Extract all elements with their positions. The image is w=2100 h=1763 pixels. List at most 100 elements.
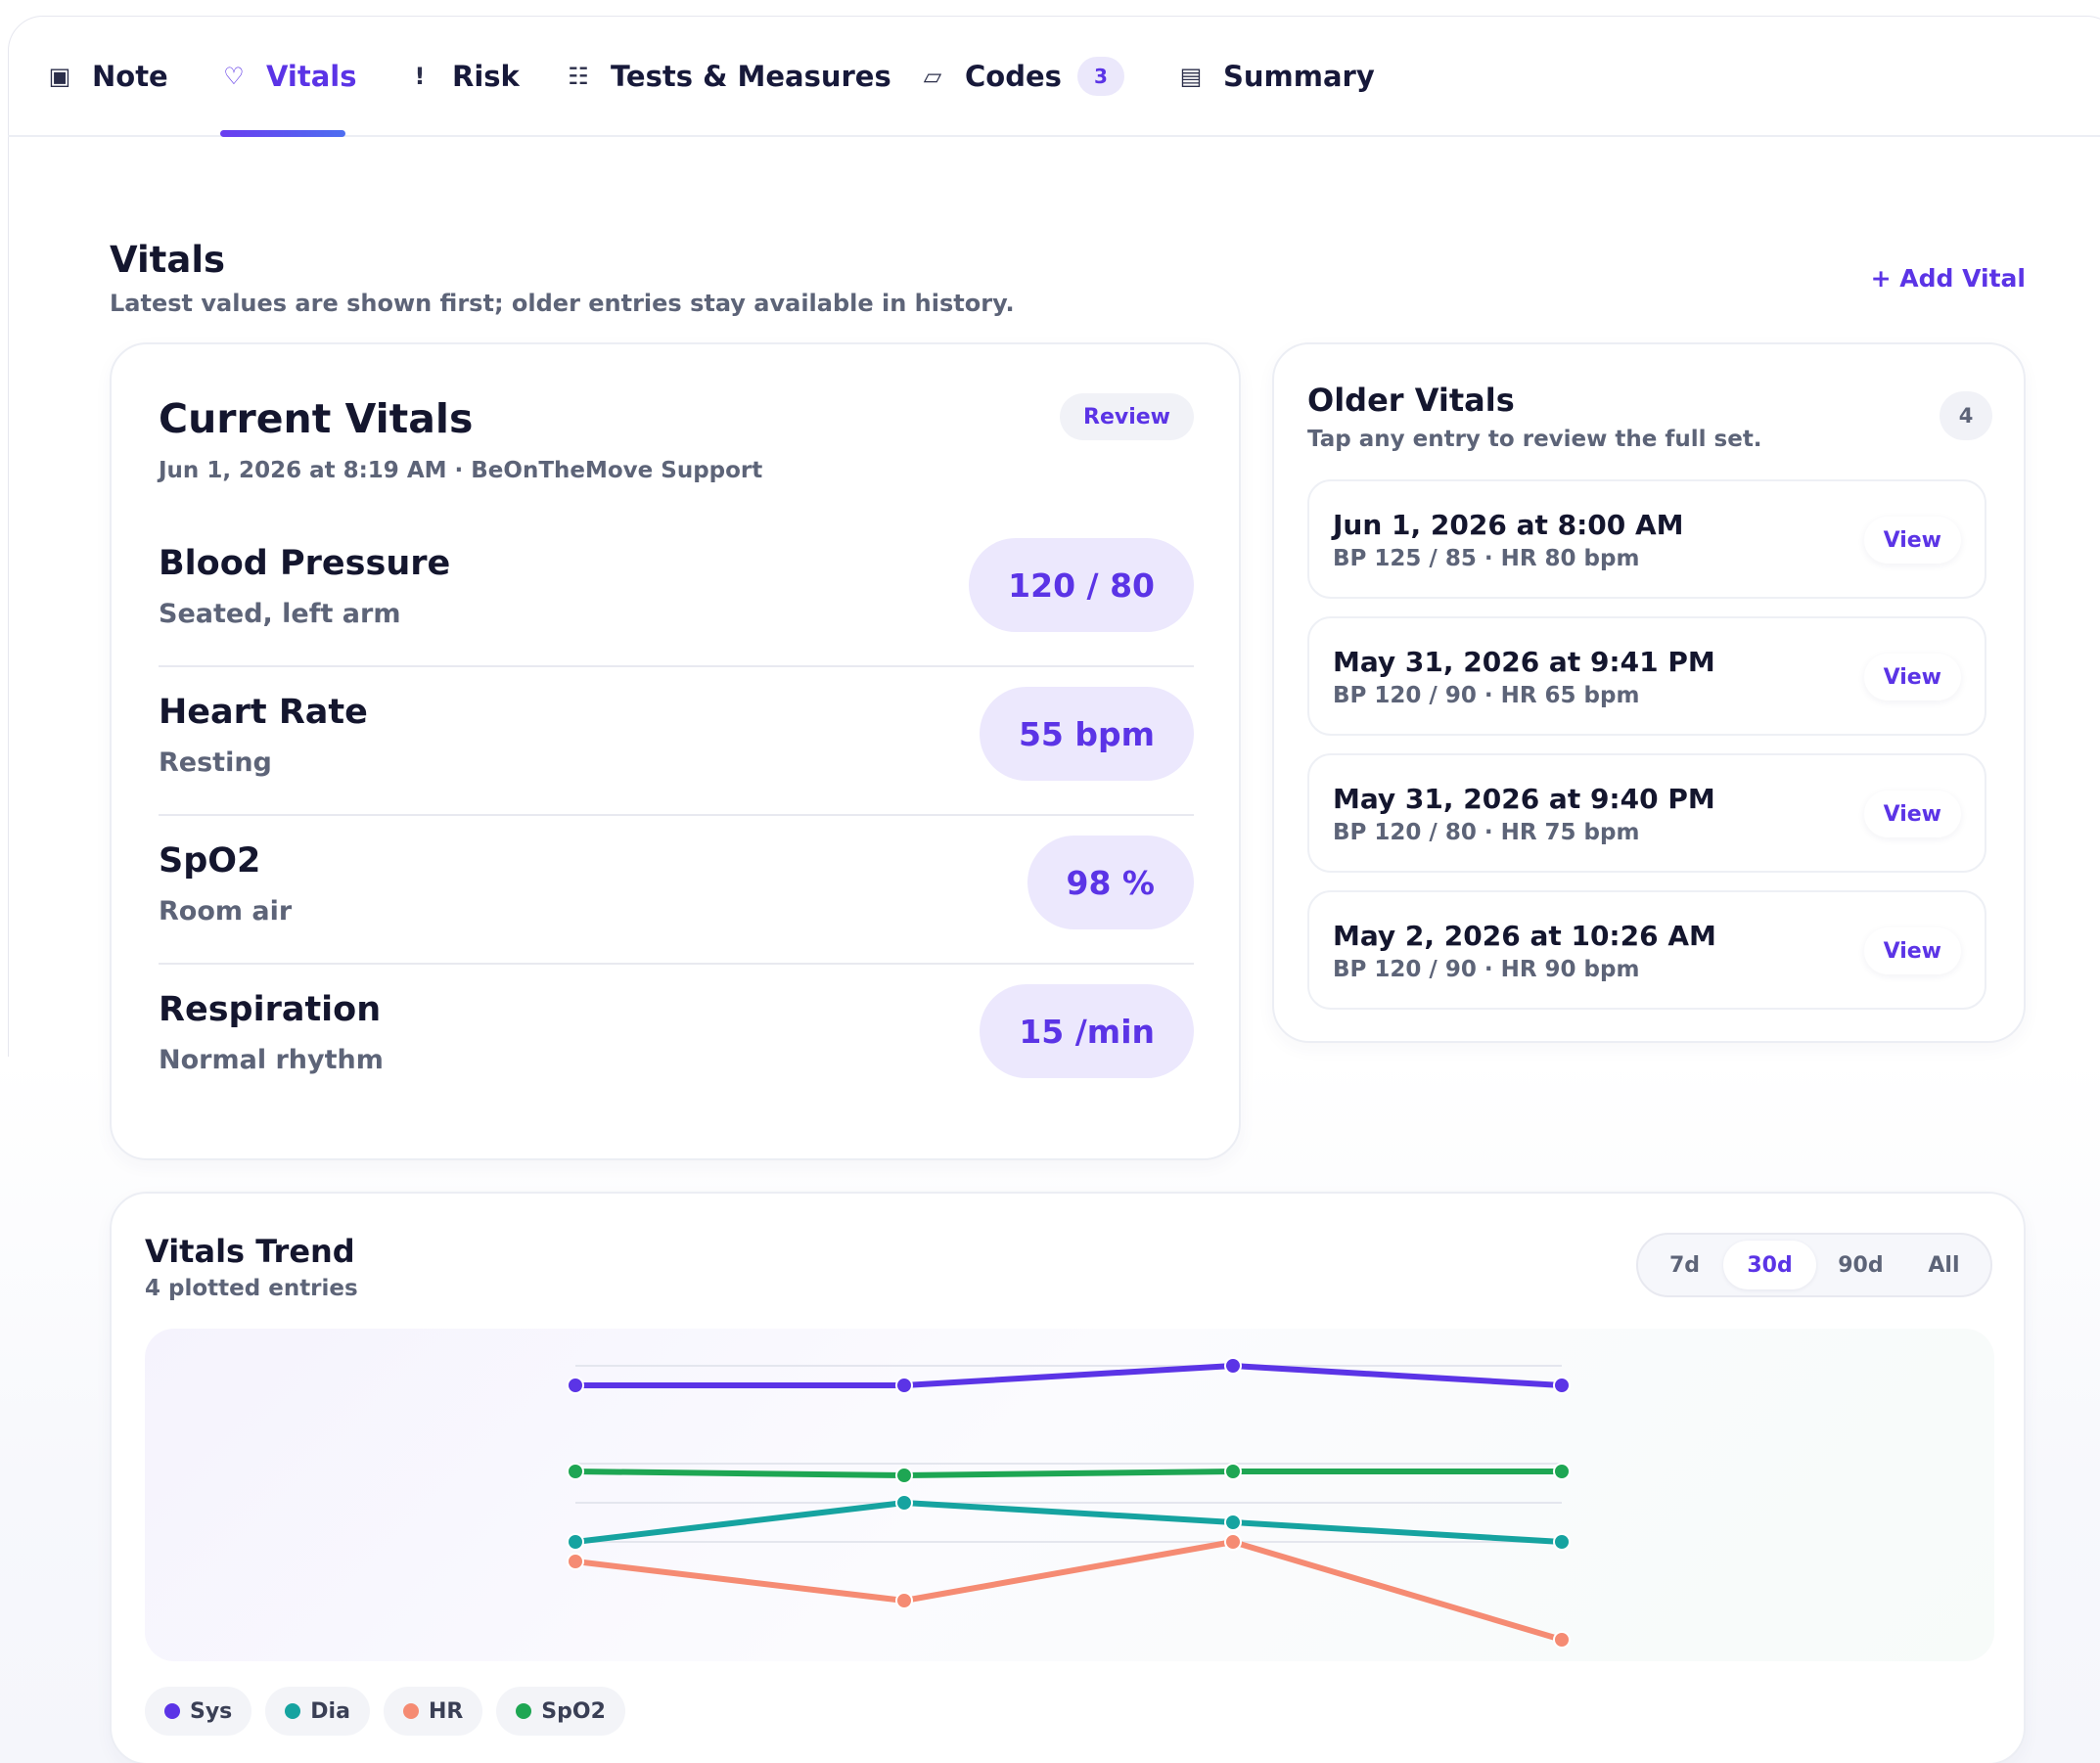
vital-note: Normal rhythm	[159, 1045, 384, 1075]
view-entry-button[interactable]: View	[1863, 791, 1961, 837]
vital-note: Resting	[159, 747, 272, 778]
series-line-dia	[572, 1500, 1565, 1545]
range-option-all[interactable]: All	[1928, 1252, 1960, 1278]
tab-label: Vitals	[266, 60, 357, 93]
vital-value-pill: 55 bpm	[979, 687, 1194, 781]
row-divider	[159, 963, 1194, 965]
older-vital-entry[interactable]: May 31, 2026 at 9:41 PM BP 120 / 90 · HR…	[1307, 616, 1986, 736]
row-divider	[159, 665, 1194, 667]
vital-label: Respiration	[159, 990, 382, 1029]
document-icon: ▤	[1179, 63, 1203, 90]
entry-datetime: May 31, 2026 at 9:41 PM	[1333, 646, 1715, 678]
entry-datetime: May 2, 2026 at 10:26 AM	[1333, 920, 1716, 952]
vital-row-blood-pressure: Blood Pressure Seated, left arm 120 / 80	[159, 519, 1194, 667]
tab-note[interactable]: ▣ Note	[47, 16, 168, 137]
tab-label: Risk	[452, 60, 520, 93]
view-entry-button[interactable]: View	[1863, 654, 1961, 701]
entry-summary: BP 120 / 90 · HR 65 bpm	[1333, 683, 1640, 708]
active-tab-indicator	[220, 130, 345, 137]
entry-datetime: May 31, 2026 at 9:40 PM	[1333, 783, 1715, 815]
data-point-dia[interactable]	[1224, 1514, 1242, 1531]
legend-item-sys[interactable]: Sys	[145, 1687, 252, 1736]
series-line-spo2	[572, 1469, 1565, 1478]
tab-label: Codes	[965, 60, 1062, 93]
current-vitals-card: Current Vitals Jun 1, 2026 at 8:19 AM · …	[110, 342, 1241, 1160]
trend-title: Vitals Trend	[145, 1233, 355, 1270]
legend-label: HR	[428, 1698, 464, 1724]
series-line-hr	[572, 1539, 1565, 1643]
legend-dot	[164, 1703, 180, 1719]
heart-icon: ♡	[223, 63, 245, 90]
data-point-hr[interactable]	[895, 1592, 913, 1609]
add-vital-button[interactable]: + Add Vital	[1870, 264, 2026, 293]
page-subtitle: Latest values are shown first; older ent…	[110, 290, 1015, 317]
older-vital-entry[interactable]: May 31, 2026 at 9:40 PM BP 120 / 80 · HR…	[1307, 753, 1986, 873]
tab-risk[interactable]: ! Risk	[407, 16, 520, 137]
vital-row-respiration: Respiration Normal rhythm 15 /min	[159, 965, 1194, 1113]
entry-summary: BP 120 / 90 · HR 90 bpm	[1333, 957, 1640, 982]
trend-plot-area	[145, 1329, 1994, 1661]
tab-vitals[interactable]: ♡ Vitals	[221, 16, 357, 137]
vital-label: Heart Rate	[159, 693, 368, 732]
legend-dot	[402, 1703, 419, 1719]
vital-value-pill: 98 %	[1027, 836, 1194, 929]
tab-label: Tests & Measures	[611, 60, 891, 93]
vital-value-pill: 120 / 80	[969, 538, 1194, 632]
view-entry-button[interactable]: View	[1863, 517, 1961, 564]
older-vitals-card: Older Vitals Tap any entry to review the…	[1272, 342, 2026, 1043]
view-entry-button[interactable]: View	[1863, 927, 1961, 974]
tag-icon: ▱	[923, 63, 942, 90]
entry-datetime: Jun 1, 2026 at 8:00 AM	[1333, 509, 1684, 541]
data-point-dia[interactable]	[895, 1494, 913, 1512]
vital-row-heart-rate: Heart Rate Resting 55 bpm	[159, 667, 1194, 816]
data-point-hr[interactable]	[1553, 1631, 1571, 1649]
range-selector: 7d 30d 90d All	[1636, 1233, 1992, 1297]
square-icon: ▣	[48, 63, 71, 90]
legend-dot	[516, 1703, 532, 1719]
legend-item-hr[interactable]: HR	[383, 1687, 483, 1736]
older-vital-entry[interactable]: May 2, 2026 at 10:26 AM BP 120 / 90 · HR…	[1307, 890, 1986, 1010]
data-point-spo2[interactable]	[1224, 1463, 1242, 1480]
tab-label: Note	[92, 60, 168, 93]
tab-summary[interactable]: ▤ Summary	[1178, 16, 1375, 137]
legend-item-dia[interactable]: Dia	[265, 1687, 370, 1736]
current-vitals-meta: Jun 1, 2026 at 8:19 AM · BeOnTheMove Sup…	[159, 458, 763, 483]
trend-chart	[567, 1357, 1571, 1649]
legend-item-spo2[interactable]: SpO2	[496, 1687, 625, 1736]
data-point-sys[interactable]	[1224, 1357, 1242, 1375]
legend-label: SpO2	[541, 1698, 606, 1724]
data-point-spo2[interactable]	[895, 1467, 913, 1484]
older-vital-entry[interactable]: Jun 1, 2026 at 8:00 AM BP 125 / 85 · HR …	[1307, 479, 1986, 599]
vital-label: Blood Pressure	[159, 544, 451, 583]
older-vitals-title: Older Vitals	[1307, 382, 1515, 419]
data-point-dia[interactable]	[1553, 1533, 1571, 1551]
legend-dot	[285, 1703, 301, 1719]
older-vitals-subtitle: Tap any entry to review the full set.	[1307, 427, 1762, 452]
data-point-sys[interactable]	[895, 1377, 913, 1394]
vital-label: SpO2	[159, 841, 261, 881]
vitals-trend-card: Vitals Trend 4 plotted entries 7d 30d 90…	[110, 1192, 2026, 1763]
range-option-7d[interactable]: 7d	[1669, 1252, 1701, 1278]
data-point-hr[interactable]	[1224, 1533, 1242, 1551]
range-option-90d[interactable]: 90d	[1838, 1252, 1884, 1278]
vital-note: Seated, left arm	[159, 599, 401, 629]
legend-label: Sys	[190, 1698, 233, 1724]
older-vitals-count-badge: 4	[1940, 391, 1992, 440]
tab-bar: ▣ Note ♡ Vitals ! Risk ☷ Tests & Measure…	[8, 16, 2100, 137]
data-point-dia[interactable]	[567, 1533, 584, 1551]
entry-summary: BP 120 / 80 · HR 75 bpm	[1333, 820, 1640, 845]
codes-count-badge: 3	[1076, 57, 1124, 96]
exclamation-icon: !	[414, 63, 426, 90]
data-point-sys[interactable]	[1553, 1377, 1571, 1394]
review-button[interactable]: Review	[1060, 393, 1194, 440]
tab-codes[interactable]: ▱ Codes 3	[920, 16, 1124, 137]
data-point-sys[interactable]	[567, 1377, 584, 1394]
tab-tests-measures[interactable]: ☷ Tests & Measures	[566, 16, 891, 137]
vital-value-pill: 15 /min	[980, 984, 1194, 1078]
page-title: Vitals	[110, 239, 226, 281]
data-point-hr[interactable]	[567, 1553, 584, 1570]
data-point-spo2[interactable]	[1553, 1463, 1571, 1480]
range-option-30d[interactable]: 30d	[1723, 1241, 1816, 1289]
legend-label: Dia	[310, 1698, 350, 1724]
data-point-spo2[interactable]	[567, 1463, 584, 1480]
